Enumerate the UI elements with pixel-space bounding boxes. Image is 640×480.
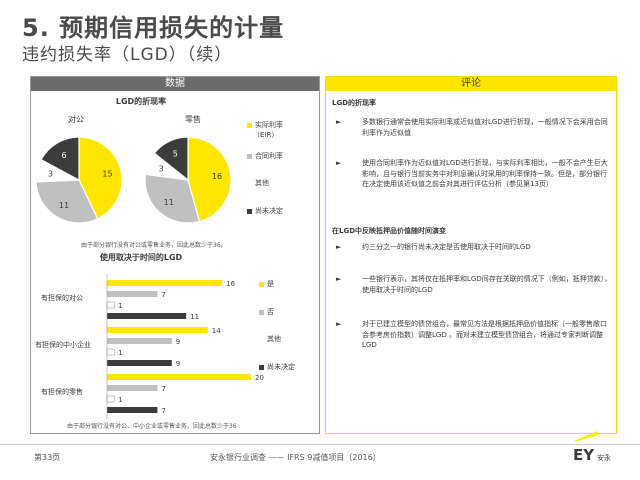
bar-other: [106, 395, 115, 403]
pie-slice-eir: [78, 136, 123, 220]
legend-label-eir: 实际利率: [255, 121, 283, 129]
comment-section-title-1: LGD的折现率: [332, 99, 377, 107]
bullet-icon: ►: [336, 243, 342, 251]
legend-label-eir-sub: （EIR）: [253, 131, 279, 139]
bullet-icon: ►: [336, 320, 342, 328]
bar-data-label: 11: [190, 313, 199, 321]
pie-label-corporate: 对公: [68, 115, 84, 124]
comment-item: ► 使用合同利率作为近似值对LGD进行折现，与实际利率相比，一般不会产生巨大影响…: [336, 158, 612, 208]
pie-slice-contract: [144, 173, 201, 224]
legend-swatch-eir: [247, 123, 252, 128]
bar-legend-label-no: 否: [267, 308, 274, 316]
bullet-icon: ►: [336, 159, 342, 167]
pie-slice-eir: [187, 136, 232, 223]
comment-item-text: 对于已建立模型的债贷组合，最常见方法是根据抵押品价值指标（一般零售敞口会参考房价…: [362, 320, 607, 349]
pie-data-label: 3: [48, 169, 53, 178]
bar-undecided: [107, 360, 172, 366]
comment-item-text: 约三分之一的银行尚未决定是否使用取决于时间的LGD: [362, 243, 531, 251]
bar-legend-swatch-undecided: [259, 365, 264, 370]
comment-item: ► 一些银行表示，其将仅在抵押率和LGD间存在关联的情况下（例如，抵押贷款），使…: [336, 274, 612, 298]
bar-other: [106, 301, 115, 309]
pie-section-title: LGD的折现率: [115, 97, 167, 106]
pie-data-label: 16: [212, 172, 222, 181]
pie-footnote: 由于部分银行没有对公或零售业务，因此总数少于36。: [81, 242, 227, 249]
ey-logo: [574, 431, 598, 441]
bar-data-label: 9: [176, 338, 180, 346]
pie-chart-corporate: 15 11 36: [35, 136, 123, 224]
ey-logo-beam-icon: [574, 431, 598, 441]
comment-panel-heading: 评论: [326, 77, 616, 91]
bar-group-label-corporate: 有担保的对公: [41, 294, 83, 302]
bar-data-label: 7: [161, 407, 165, 415]
legend-swatch-other: [247, 181, 252, 186]
ey-logo-subtext: 安永: [597, 454, 611, 462]
legend-swatch-contract: [247, 154, 252, 159]
comment-item: ► 多数银行通常会使用实际利率或近似值对LGD进行折现，一般情况下会采用合同利率…: [336, 117, 612, 141]
bar-data-label: 1: [118, 349, 122, 357]
bar-group-label-retail: 有担保的零售: [41, 388, 83, 396]
bar-data-label: 16: [226, 280, 235, 288]
bar-undecided: [107, 313, 187, 319]
bullet-icon: ►: [336, 118, 342, 126]
pie-slice-undecided: [153, 136, 189, 182]
bar-data-label: 20: [255, 374, 264, 382]
bar-data-label: 9: [176, 360, 180, 368]
comment-panel: 评论 LGD的折现率 ► 多数银行通常会使用实际利率或近似值对LGD进行折现，一…: [325, 76, 617, 434]
data-panel: 数据 LGD的折现率 对公 零售 15 11 3 6 16 11 3 5 16 7 1 11 14 9…: [30, 76, 320, 434]
legend-swatch-undecided: [247, 209, 252, 214]
bar-data-label: 1: [118, 302, 122, 310]
page-title: 5. 预期信用损失的计量: [22, 14, 285, 42]
bar-no: [107, 385, 158, 391]
bar-other: [106, 348, 115, 356]
pie-data-label: 11: [164, 198, 174, 207]
bar-yes: [107, 327, 208, 333]
legend-label-undecided: 尚未决定: [255, 207, 283, 215]
bar-no: [107, 291, 158, 297]
bullet-icon: ►: [336, 275, 342, 283]
bar-legend-label-other: 其他: [267, 335, 281, 343]
bar-legend-swatch-no: [259, 310, 264, 315]
bar-legend-swatch-yes: [259, 282, 264, 287]
bar-yes: [107, 374, 251, 380]
bar-data-label: 14: [212, 327, 221, 335]
bar-data-label: 7: [161, 385, 165, 393]
pie-data-label: 15: [102, 169, 112, 178]
pie-data-label: 5: [173, 150, 178, 159]
pie-slice-undecided: [40, 136, 80, 182]
pie-label-retail: 零售: [185, 115, 201, 124]
pie-data-label: 11: [59, 201, 69, 210]
comment-item: ► 约三分之一的银行尚未决定是否使用取决于时间的LGD: [336, 242, 612, 256]
bar-group-label-sme: 有担保的中小企业: [35, 341, 91, 349]
legend-label-contract: 合同利率: [255, 152, 283, 160]
comment-item-text: 一些银行表示，其将仅在抵押率和LGD间存在关联的情况下（例如，抵押贷款），使用取…: [362, 275, 612, 294]
comment-section-title-2: 在LGD中反映抵押品价值随时间演变: [332, 227, 447, 235]
comment-item: ► 对于已建立模型的债贷组合，最常见方法是根据抵押品价值指标（一般零售敞口会参考…: [336, 319, 612, 353]
legend-label-other: 其他: [255, 179, 269, 187]
bar-section-title: 使用取决于时间的LGD: [99, 253, 183, 262]
comment-item-text: 多数银行通常会使用实际利率或近似值对LGD进行折现，一般情况下会采用合同利率作为…: [362, 118, 608, 137]
bar-yes: [107, 280, 223, 286]
footer-caption: 安永银行业调查 —— IFRS 9减值项目（2016）: [210, 453, 381, 462]
footer-divider: [0, 444, 640, 445]
pie-data-label: 3: [159, 165, 164, 174]
page-subtitle: 违约损失率（LGD）（续）: [22, 45, 233, 65]
bar-no: [107, 338, 172, 344]
bar-footnote: 由于部分银行没有对公、中小企业或零售业务，因此总数少于36: [67, 423, 237, 430]
bar-legend-swatch-other: [259, 337, 264, 342]
bar-data-label: 7: [161, 291, 165, 299]
ey-logo-text: EY: [573, 446, 595, 464]
comment-item-text: 使用合同利率作为近似值对LGD进行折现，与实际利率相比，一般不会产生巨大影响，且…: [362, 159, 608, 188]
page-number: 第33页: [34, 453, 61, 462]
pie-chart-retail: 16 11 35: [144, 136, 232, 224]
pie-data-label: 6: [61, 151, 66, 160]
bar-data-label: 1: [118, 396, 122, 404]
pie-slice-contract: [35, 179, 99, 224]
data-panel-heading: 数据: [31, 77, 319, 91]
bar-legend-label-undecided: 尚未决定: [267, 363, 295, 371]
bar-legend-label-yes: 是: [267, 280, 274, 288]
bar-undecided: [107, 407, 158, 413]
